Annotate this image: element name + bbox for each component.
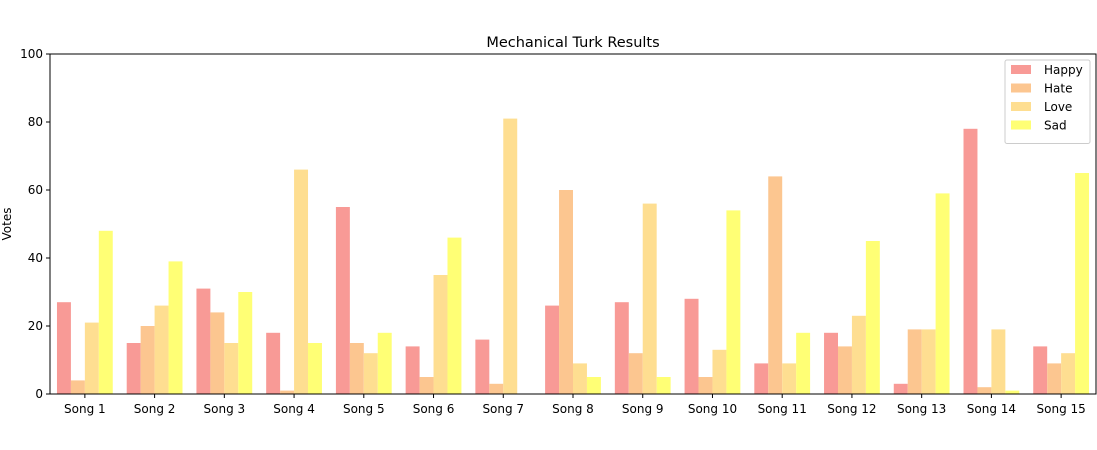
bar-happy-song-7 <box>475 339 490 394</box>
bar-hate-song-2 <box>140 326 155 394</box>
bar-happy-song-14 <box>963 128 978 395</box>
bar-love-song-7 <box>503 118 518 394</box>
y-tick-label: 40 <box>28 251 43 265</box>
bar-sad-song-5 <box>377 332 392 394</box>
bar-hate-song-15 <box>1047 363 1062 394</box>
x-tick-label: Song 7 <box>482 402 524 416</box>
bar-love-song-2 <box>154 305 169 394</box>
chart-title: Mechanical Turk Results <box>486 35 659 51</box>
y-tick-label: 80 <box>28 115 43 129</box>
y-axis-ticks: 0 20 40 60 80 100 <box>20 47 50 401</box>
x-tick-label: Song 8 <box>552 402 594 416</box>
bar-sad-song-13 <box>935 193 950 394</box>
bar-love-song-12 <box>851 315 866 394</box>
bar-happy-song-8 <box>545 305 560 394</box>
legend-label-happy: Happy <box>1044 63 1083 77</box>
bar-happy-song-12 <box>824 332 838 394</box>
bar-love-song-11 <box>782 363 797 394</box>
bar-sad-song-1 <box>98 230 113 394</box>
x-tick-label: Song 15 <box>1037 402 1086 416</box>
bar-love-song-3 <box>224 343 239 394</box>
bar-happy-song-15 <box>1033 346 1048 394</box>
bar-love-song-8 <box>573 363 587 394</box>
y-tick-label: 100 <box>20 47 43 61</box>
bar-love-song-13 <box>921 329 936 394</box>
x-tick-label: Song 13 <box>897 402 946 416</box>
bar-sad-song-15 <box>1075 173 1090 394</box>
bar-happy-song-11 <box>754 363 769 394</box>
bar-hate-song-3 <box>210 312 225 394</box>
bar-hate-song-7 <box>489 383 504 394</box>
bar-hate-song-4 <box>280 390 295 394</box>
plot-frame <box>49 53 1097 395</box>
bar-sad-song-9 <box>656 377 671 394</box>
x-tick-label: Song 4 <box>273 402 315 416</box>
bar-sad-song-14 <box>1005 390 1020 394</box>
x-tick-label: Song 6 <box>413 402 455 416</box>
bar-happy-song-13 <box>893 383 908 394</box>
x-tick-label: Song 3 <box>204 402 246 416</box>
x-tick-label: Song 2 <box>134 402 176 416</box>
x-tick-label: Song 11 <box>758 402 807 416</box>
bar-sad-song-8 <box>586 377 601 394</box>
bar-hate-song-14 <box>977 387 992 394</box>
legend-swatch-sad <box>1011 120 1031 130</box>
bar-hate-song-6 <box>419 377 434 394</box>
bar-hate-song-10 <box>698 377 713 394</box>
bar-sad-song-6 <box>447 237 462 394</box>
bar-hate-song-5 <box>349 343 364 394</box>
legend: Happy Hate Love Sad <box>1004 59 1091 144</box>
bar-sad-song-12 <box>865 241 880 394</box>
bar-love-song-9 <box>642 203 657 394</box>
bar-love-song-14 <box>991 329 1006 394</box>
y-tick-label: 0 <box>35 387 43 401</box>
x-tick-label: Song 9 <box>622 402 664 416</box>
x-tick-label: Song 10 <box>688 402 737 416</box>
bars-group <box>56 118 1090 395</box>
bar-sad-song-11 <box>796 332 811 394</box>
legend-label-sad: Sad <box>1044 119 1067 133</box>
bar-happy-song-3 <box>196 288 211 394</box>
bar-hate-song-12 <box>837 346 852 394</box>
bar-love-song-4 <box>294 169 309 394</box>
x-tick-label: Song 12 <box>827 402 876 416</box>
legend-label-love: Love <box>1044 100 1072 114</box>
y-tick-label: 60 <box>28 183 43 197</box>
bar-love-song-5 <box>363 353 378 394</box>
legend-swatch-happy <box>1011 65 1031 74</box>
bar-hate-song-1 <box>70 380 85 394</box>
legend-swatch-love <box>1011 102 1031 111</box>
bar-sad-song-2 <box>168 261 183 394</box>
x-axis-ticks: Song 1 Song 2 Song 3 Song 4 Song 5 Song 6 Song… <box>64 394 1086 416</box>
y-axis-label: Votes <box>0 208 14 241</box>
bar-sad-song-3 <box>238 292 253 394</box>
bar-love-song-1 <box>84 322 99 394</box>
x-tick-label: Song 5 <box>343 402 385 416</box>
bar-hate-song-8 <box>559 190 573 394</box>
bar-happy-song-1 <box>56 302 71 394</box>
legend-swatch-hate <box>1011 83 1031 93</box>
bar-happy-song-2 <box>126 343 141 394</box>
bar-hate-song-13 <box>907 329 922 394</box>
bar-happy-song-4 <box>266 332 281 394</box>
y-tick-label: 20 <box>28 319 43 333</box>
bar-happy-song-5 <box>335 207 350 394</box>
bar-hate-song-11 <box>768 176 783 394</box>
bar-happy-song-6 <box>405 346 420 394</box>
bar-happy-song-10 <box>684 298 699 394</box>
x-tick-label: Song 1 <box>64 402 106 416</box>
bar-hate-song-9 <box>628 353 643 394</box>
bar-sad-song-10 <box>726 210 741 394</box>
bar-happy-song-9 <box>614 302 629 394</box>
bar-love-song-10 <box>712 349 727 394</box>
bar-sad-song-4 <box>308 343 322 394</box>
legend-label-hate: Hate <box>1044 82 1072 96</box>
bar-love-song-15 <box>1061 353 1076 394</box>
bar-love-song-6 <box>433 275 448 394</box>
x-tick-label: Song 14 <box>967 402 1016 416</box>
